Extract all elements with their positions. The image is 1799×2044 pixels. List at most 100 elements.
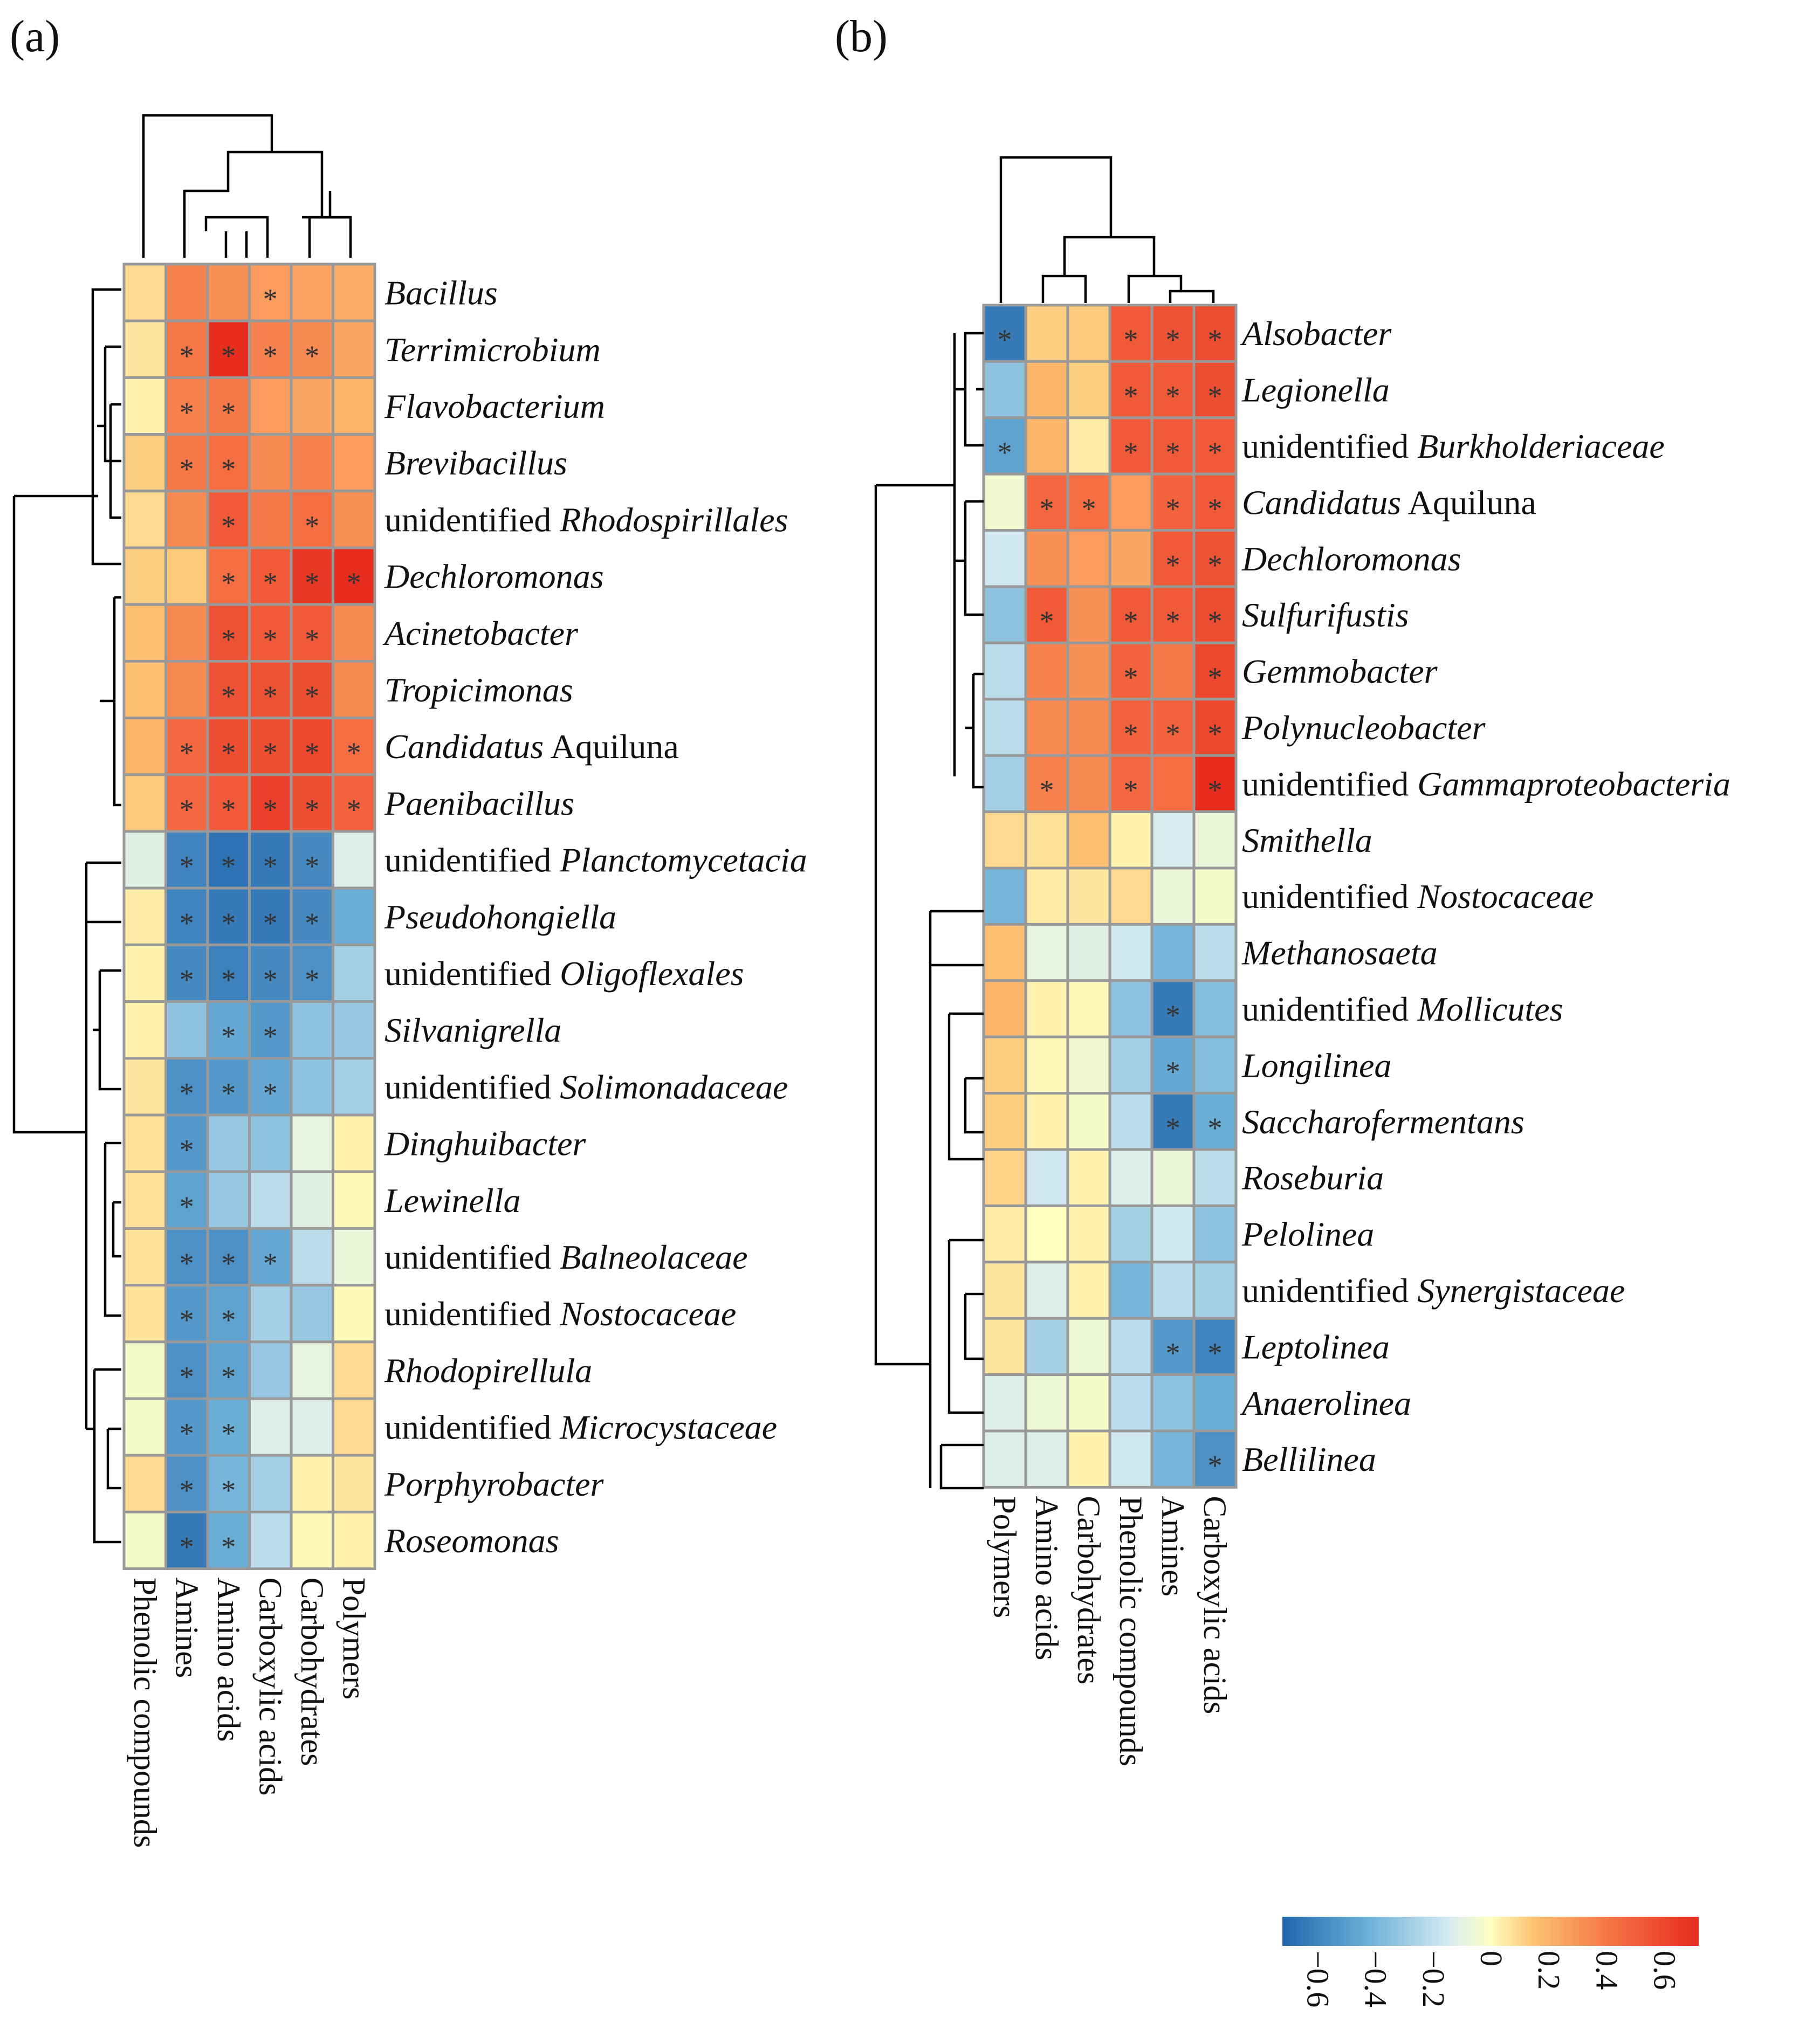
color-legend: −0.6 −0.4 −0.2 0 0.2 0.4 0.6 bbox=[1282, 1917, 1699, 2007]
heatmap-cell bbox=[1024, 979, 1069, 1038]
heatmap-cell bbox=[982, 529, 1027, 588]
heatmap-cell bbox=[1108, 1317, 1153, 1377]
column-label: Carbohydrates bbox=[1071, 1496, 1107, 1684]
heatmap-cell bbox=[982, 979, 1027, 1038]
heatmap-cell bbox=[164, 263, 209, 322]
significance-star: * bbox=[180, 793, 194, 825]
significance-star: * bbox=[263, 567, 278, 599]
significance-star: * bbox=[305, 737, 319, 769]
heatmap-cell bbox=[122, 1113, 167, 1173]
heatmap-cell bbox=[164, 603, 209, 663]
significance-star: * bbox=[263, 850, 278, 883]
heatmap-cell bbox=[122, 886, 167, 946]
heatmap-cell bbox=[206, 659, 251, 720]
column-dendrogram-b bbox=[999, 156, 1215, 303]
heatmap-cell bbox=[332, 1340, 376, 1400]
heatmap-cell bbox=[1024, 1261, 1069, 1320]
significance-star: * bbox=[347, 737, 361, 769]
row-label: Anaerolinea bbox=[1240, 1384, 1411, 1422]
row-label: unidentified Solimonadaceae bbox=[384, 1068, 788, 1106]
heatmap-cell bbox=[1192, 698, 1238, 757]
heatmap-cell bbox=[1150, 1373, 1196, 1433]
heatmap-cell bbox=[122, 1000, 167, 1060]
significance-star: * bbox=[180, 1304, 194, 1336]
row-label: Polynucleobacter bbox=[1241, 708, 1486, 747]
heatmap-cell bbox=[1192, 923, 1238, 982]
heatmap-cell bbox=[982, 1092, 1027, 1151]
column-label: Amines bbox=[1155, 1496, 1191, 1596]
heatmap-cell bbox=[1024, 1092, 1069, 1151]
heatmap-cell bbox=[1108, 360, 1153, 419]
significance-star: * bbox=[263, 793, 278, 825]
significance-star: * bbox=[221, 623, 236, 656]
heatmap-cell bbox=[332, 773, 376, 833]
heatmap-cell bbox=[1150, 923, 1196, 982]
heatmap-cell bbox=[1066, 1148, 1111, 1207]
significance-star: * bbox=[180, 396, 194, 429]
heatmap-cell bbox=[982, 472, 1027, 532]
significance-star: * bbox=[1166, 1337, 1180, 1369]
row-label: unidentified Burkholderiaceae bbox=[1242, 427, 1665, 465]
legend-tick-label: 0.6 bbox=[1647, 1951, 1683, 1990]
heatmap-cell bbox=[290, 1510, 334, 1571]
heatmap-cell bbox=[1192, 1261, 1238, 1320]
heatmap-cell bbox=[982, 585, 1027, 644]
heatmap-cell bbox=[332, 1397, 376, 1457]
legend-gradient-bar bbox=[1282, 1917, 1699, 1946]
row-label: unidentified Gammaproteobacteria bbox=[1242, 765, 1731, 803]
heatmap-cell bbox=[1150, 810, 1196, 870]
significance-star: * bbox=[180, 963, 194, 996]
significance-star: * bbox=[1166, 380, 1180, 412]
heatmap-cell bbox=[1108, 979, 1153, 1038]
heatmap-cell bbox=[1066, 979, 1111, 1038]
heatmap-cell bbox=[206, 490, 251, 549]
heatmap-cell bbox=[206, 1170, 251, 1230]
heatmap-cell bbox=[122, 830, 167, 890]
heatmap-cell bbox=[1150, 698, 1196, 757]
heatmap-cell bbox=[1192, 1092, 1238, 1151]
heatmap-cell bbox=[248, 1284, 293, 1344]
heatmap-cell bbox=[248, 659, 293, 720]
heatmap-cell bbox=[290, 433, 334, 493]
significance-star: * bbox=[1208, 380, 1223, 412]
row-label: Porphyrobacter bbox=[384, 1465, 605, 1503]
heatmap-cell bbox=[1024, 923, 1069, 982]
significance-star: * bbox=[347, 793, 361, 825]
heatmap-cell bbox=[122, 263, 167, 322]
heatmap-cell bbox=[332, 1227, 376, 1287]
significance-star: * bbox=[263, 737, 278, 769]
heatmap-cell bbox=[1066, 1261, 1111, 1320]
heatmap-cell bbox=[206, 603, 251, 663]
significance-star: * bbox=[263, 623, 278, 656]
significance-star: * bbox=[180, 453, 194, 485]
row-label: unidentified Nostocaceae bbox=[384, 1295, 736, 1333]
heatmap-cell bbox=[206, 263, 251, 322]
significance-star: * bbox=[305, 793, 319, 825]
significance-star: * bbox=[1124, 605, 1138, 637]
heatmap-cell bbox=[1192, 810, 1238, 870]
heatmap-cell bbox=[122, 1170, 167, 1230]
heatmap-cell bbox=[122, 659, 167, 720]
heatmap-cell bbox=[164, 773, 209, 833]
row-label: Bacillus bbox=[384, 274, 498, 312]
heatmap-cell bbox=[248, 433, 293, 493]
legend-tick-label: −0.4 bbox=[1358, 1951, 1393, 2007]
row-label: unidentified Microcystaceae bbox=[384, 1408, 777, 1447]
heatmap-cell bbox=[290, 1284, 334, 1344]
heatmap-cell bbox=[982, 866, 1027, 926]
heatmap-cell bbox=[1108, 1373, 1153, 1433]
heatmap-cell bbox=[248, 1454, 293, 1513]
heatmap-cell bbox=[1108, 1261, 1153, 1320]
heatmap-cell bbox=[1024, 529, 1069, 588]
significance-star: * bbox=[305, 850, 319, 883]
heatmap-cell bbox=[248, 376, 293, 436]
significance-star: * bbox=[1040, 492, 1054, 525]
heatmap-cell bbox=[1150, 641, 1196, 701]
significance-star: * bbox=[263, 1020, 278, 1052]
significance-star: * bbox=[221, 793, 236, 825]
row-label: unidentified Rhodospirillales bbox=[384, 500, 788, 539]
significance-star: * bbox=[180, 1134, 194, 1166]
heatmap-cell bbox=[1066, 754, 1111, 814]
row-label: Lewinella bbox=[384, 1181, 520, 1220]
significance-star: * bbox=[263, 907, 278, 939]
